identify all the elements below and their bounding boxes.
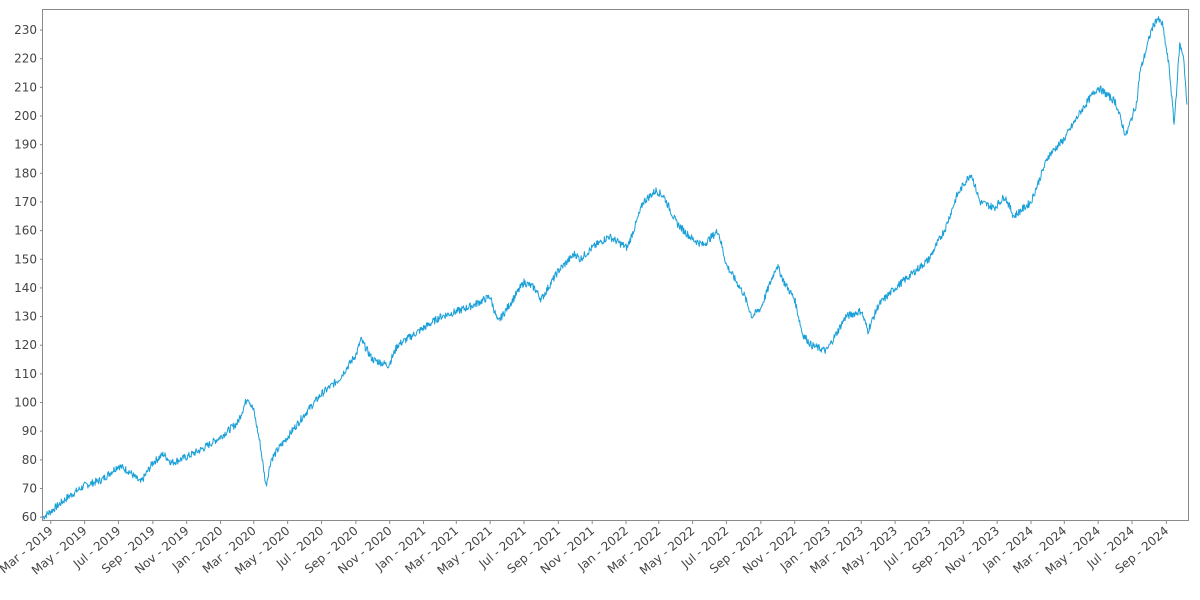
y-tick-label: 140 (14, 281, 37, 295)
y-tick-label: 110 (14, 367, 37, 381)
y-tick-label: 180 (14, 166, 37, 180)
y-tick-label: 120 (14, 338, 37, 352)
y-tick-label: 230 (14, 23, 37, 37)
y-tick-label: 130 (14, 310, 37, 324)
y-tick-label: 210 (14, 80, 37, 94)
y-axis: 60 70 80 90 100 110 120 130 140 150 160 170 180 190 20… (14, 23, 43, 524)
y-tick-label: 80 (22, 453, 37, 467)
price-series-line (42, 16, 1188, 520)
plot-frame (42, 9, 1189, 521)
y-tick-label: 90 (22, 424, 37, 438)
y-tick-label: 220 (14, 52, 37, 66)
y-tick-label: 200 (14, 109, 37, 123)
y-tick-label: 60 (22, 510, 37, 524)
y-tick-label: 150 (14, 252, 37, 266)
y-tick-label: 70 (22, 481, 37, 495)
y-tick-label: 160 (14, 224, 37, 238)
y-tick-label: 100 (14, 396, 37, 410)
y-tick-label: 190 (14, 138, 37, 152)
y-tick-label: 170 (14, 195, 37, 209)
